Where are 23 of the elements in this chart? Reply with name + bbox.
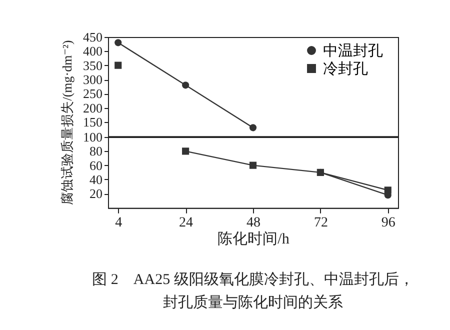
legend-label: 中温封孔 bbox=[323, 42, 383, 60]
y-tick-label: 350 bbox=[83, 58, 102, 73]
y-axis-title: 腐蚀试验质量损失/(mg·dm⁻²) bbox=[60, 40, 74, 205]
y-tick-label: 150 bbox=[83, 114, 102, 130]
y-tick-label: 20 bbox=[90, 186, 102, 202]
y-tick-label: 200 bbox=[83, 100, 102, 116]
y-tick-label: 300 bbox=[83, 72, 102, 87]
y-tick-label: 250 bbox=[83, 86, 102, 102]
text: 封孔质量与陈化时间的关系 bbox=[163, 294, 343, 311]
x-tick-label: 48 bbox=[246, 215, 260, 230]
legend-label: 冷封孔 bbox=[323, 60, 368, 78]
x-tick-label: 72 bbox=[314, 215, 328, 230]
y-tick-label: 450 bbox=[83, 30, 102, 44]
x-tick-label: 4 bbox=[115, 215, 122, 230]
y-tick-label: 40 bbox=[90, 172, 102, 187]
x-axis-title: 陈化时间/h bbox=[218, 230, 290, 248]
y-tick-label: 80 bbox=[90, 144, 102, 159]
y-tick-label: 400 bbox=[83, 44, 102, 59]
y-tick-label: 100 bbox=[83, 130, 102, 144]
y-tick-label: 60 bbox=[90, 158, 102, 173]
x-tick-label: 96 bbox=[381, 215, 396, 230]
x-tick-label: 24 bbox=[179, 215, 194, 230]
text: 图 2 AA25 级阳级氧化膜冷封孔、中温封孔后， bbox=[92, 270, 414, 288]
